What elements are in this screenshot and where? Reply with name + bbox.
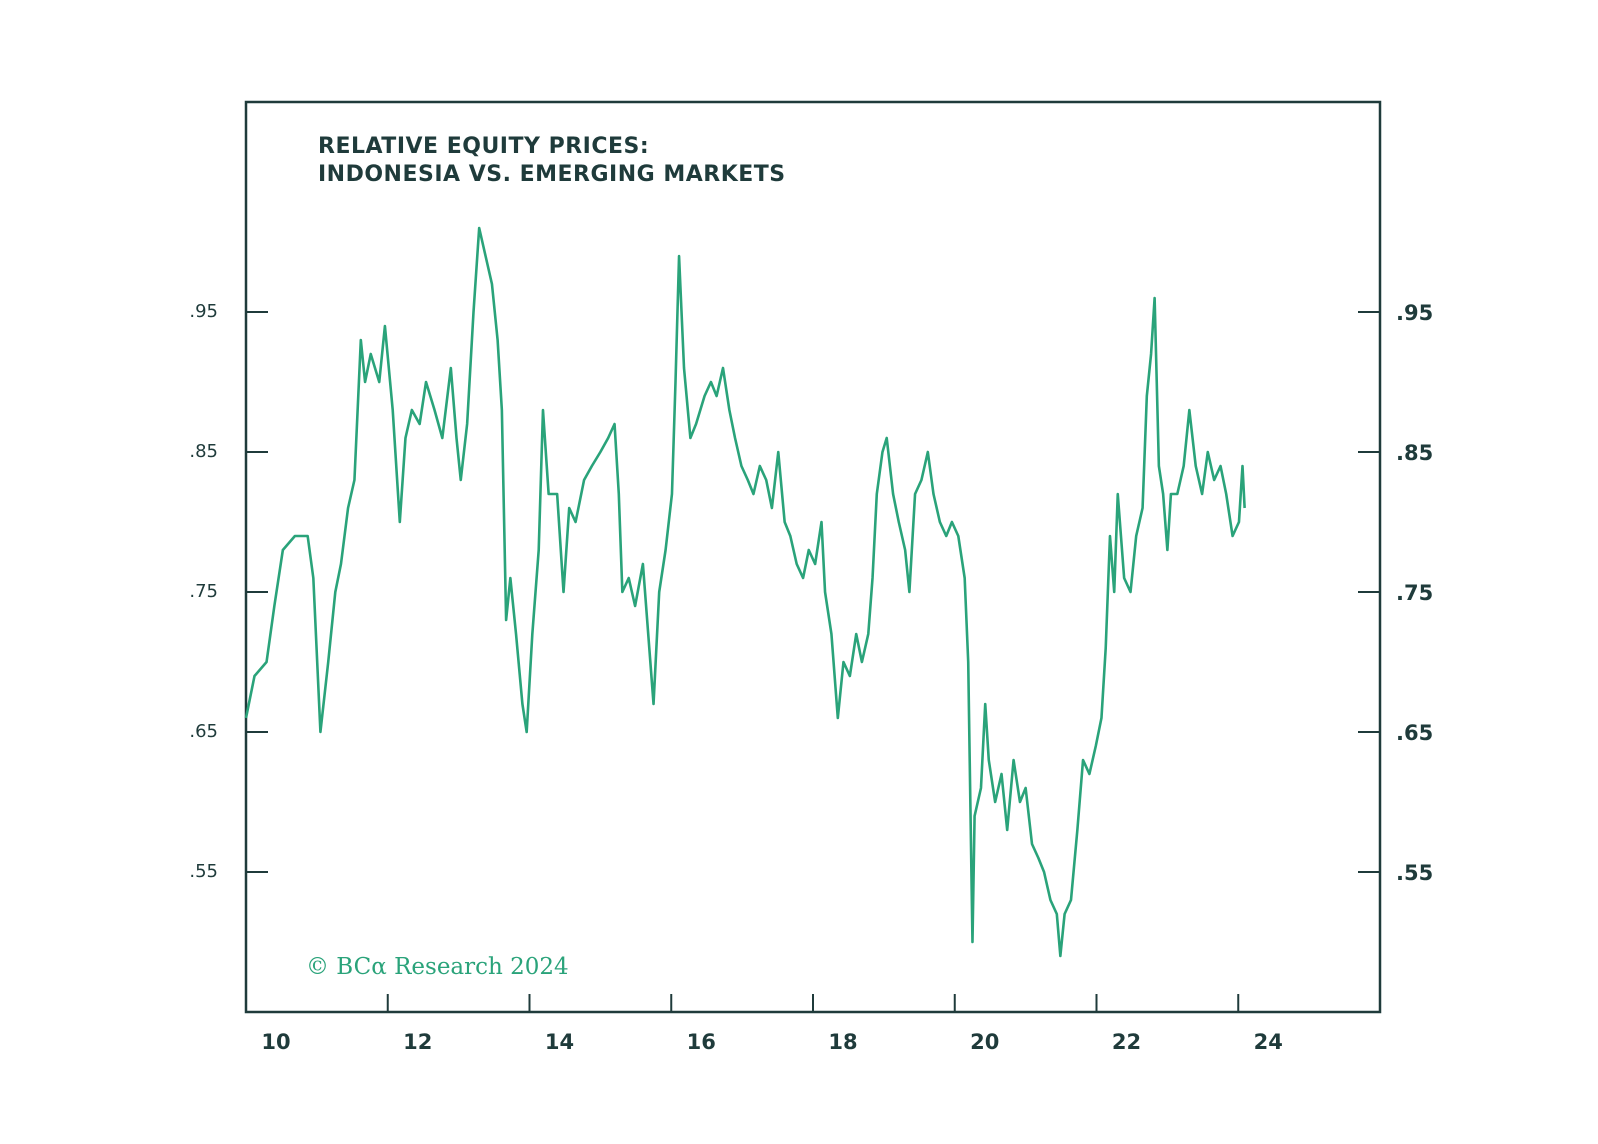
y2-tick-label: .95 bbox=[1396, 301, 1433, 325]
y2-tick-label: .55 bbox=[1396, 861, 1433, 885]
y-tick-label: .65 bbox=[189, 721, 218, 742]
chart-title: INDONESIA VS. EMERGING MARKETS bbox=[318, 162, 786, 187]
series-line bbox=[244, 226, 1246, 958]
x-tick-label: 20 bbox=[970, 1030, 999, 1054]
y2-tick-label: .75 bbox=[1396, 581, 1433, 605]
y2-tick-label: .65 bbox=[1396, 721, 1433, 745]
x-tick-label: 18 bbox=[828, 1030, 857, 1054]
x-tick-label: 16 bbox=[687, 1030, 716, 1054]
x-tick-label: 22 bbox=[1112, 1030, 1141, 1054]
x-tick-label: 10 bbox=[261, 1030, 290, 1054]
y-tick-label: .75 bbox=[189, 581, 218, 602]
y-tick-label: .85 bbox=[189, 441, 218, 462]
x-tick-label: 14 bbox=[545, 1030, 574, 1054]
x-tick-label: 12 bbox=[403, 1030, 432, 1054]
y-tick-label: .55 bbox=[189, 861, 218, 882]
y2-tick-label: .85 bbox=[1396, 441, 1433, 465]
x-tick-label: 24 bbox=[1254, 1030, 1283, 1054]
copyright-note: © BCα Research 2024 bbox=[306, 954, 569, 980]
y-tick-label: .95 bbox=[189, 301, 218, 322]
chart-title: RELATIVE EQUITY PRICES: bbox=[318, 134, 649, 159]
